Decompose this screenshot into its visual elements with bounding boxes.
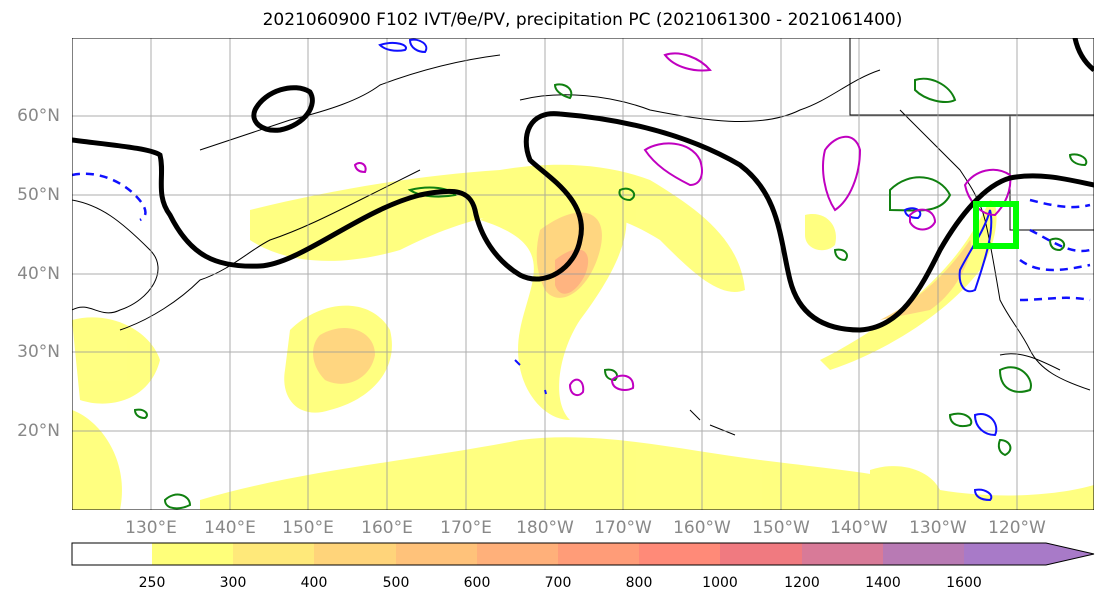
cb-seg-6 xyxy=(558,543,639,565)
cb-seg-10 xyxy=(883,543,964,565)
cb-seg-5 xyxy=(477,543,558,565)
cb-seg-8 xyxy=(720,543,802,565)
cb-tick-300: 300 xyxy=(219,575,247,591)
blue-dashed-contours xyxy=(72,172,1091,302)
coastlines xyxy=(72,38,1094,436)
cb-seg-1 xyxy=(152,543,233,565)
cb-seg-3 xyxy=(314,543,396,565)
cb-tick-400: 400 xyxy=(300,575,328,591)
lat-label-60n: 60°N xyxy=(17,106,60,126)
lon-label-130w: 130°W xyxy=(909,518,967,538)
lon-label-150e: 150°E xyxy=(282,518,334,538)
cb-seg-2 xyxy=(233,543,314,565)
lon-label-140e: 140°E xyxy=(204,518,256,538)
cb-tick-500: 500 xyxy=(382,575,410,591)
lon-label-150w: 150°W xyxy=(752,518,810,538)
cb-tick-1400: 1400 xyxy=(865,575,901,591)
lon-label-160e: 160°E xyxy=(361,518,413,538)
lon-label-130e: 130°E xyxy=(125,518,177,538)
cb-tick-1600: 1600 xyxy=(946,575,982,591)
theta-e-contour xyxy=(72,38,1094,333)
lat-label-30n: 30°N xyxy=(17,342,60,362)
cb-seg-0 xyxy=(72,543,152,565)
cb-tick-250: 250 xyxy=(138,575,166,591)
lon-label-120w: 120°W xyxy=(988,518,1046,538)
green-contours xyxy=(133,77,1088,510)
lon-label-170e: 170°E xyxy=(440,518,492,538)
cb-tick-1000: 1000 xyxy=(702,575,738,591)
cb-tick-800: 800 xyxy=(625,575,653,591)
cb-tick-600: 600 xyxy=(463,575,491,591)
colorbar xyxy=(71,542,1095,566)
lon-label-140w: 140°W xyxy=(830,518,888,538)
gridlines xyxy=(72,38,1094,510)
lat-label-20n: 20°N xyxy=(17,421,60,441)
cb-tick-700: 700 xyxy=(544,575,572,591)
lon-label-170w: 170°W xyxy=(594,518,652,538)
cb-seg-9 xyxy=(802,543,883,565)
lat-label-50n: 50°N xyxy=(17,185,60,205)
magenta-contours xyxy=(353,52,1012,397)
cb-seg-7 xyxy=(639,543,720,565)
lon-label-160w: 160°W xyxy=(673,518,731,538)
cb-tick-1200: 1200 xyxy=(784,575,820,591)
lat-label-40n: 40°N xyxy=(17,264,60,284)
map-title: 2021060900 F102 IVT/θe/PV, precipitation… xyxy=(262,10,903,30)
target-box xyxy=(973,201,1019,249)
lon-label-180w: 180°W xyxy=(516,518,574,538)
cb-seg-4 xyxy=(396,543,477,565)
cb-seg-11 xyxy=(964,543,1094,565)
